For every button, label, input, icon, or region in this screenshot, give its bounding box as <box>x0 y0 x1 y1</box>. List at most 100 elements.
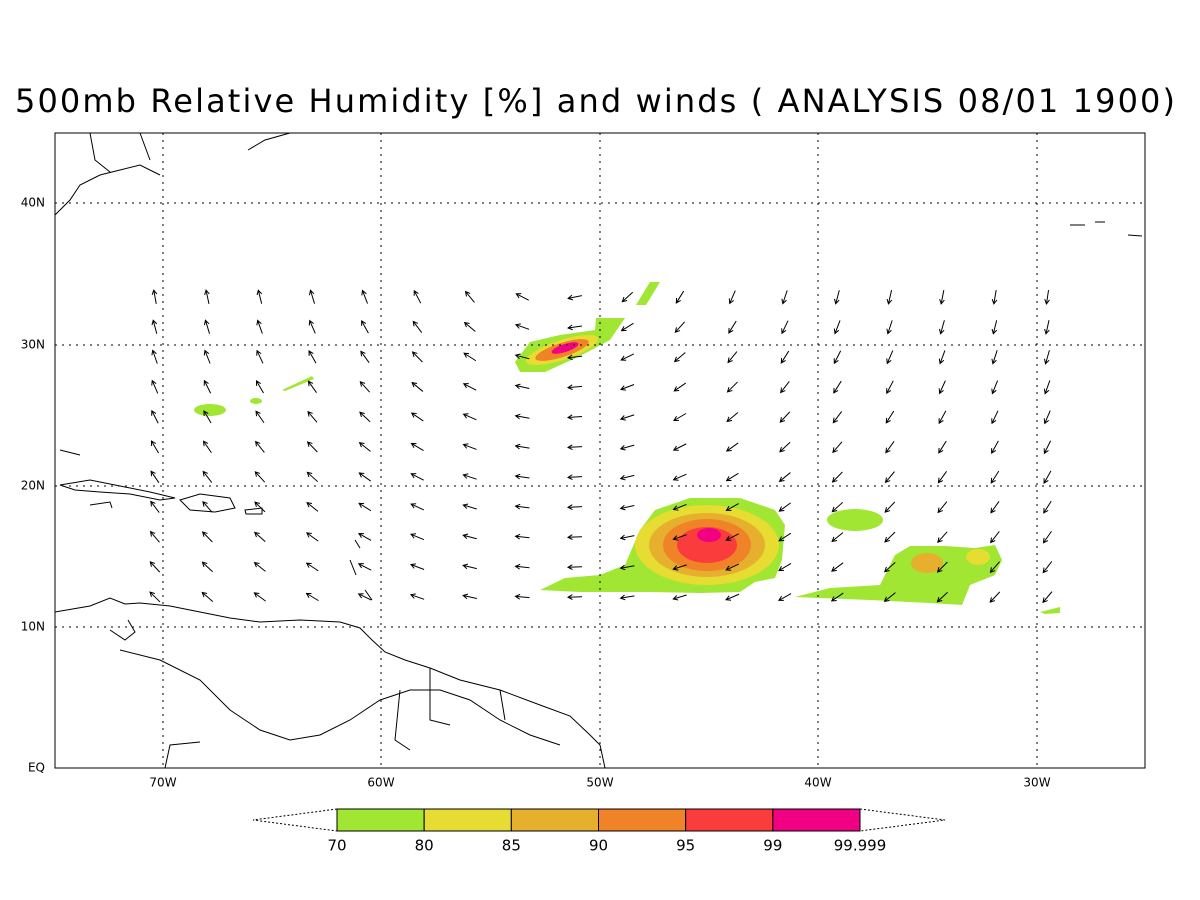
wind-arrow <box>778 502 791 512</box>
wind-arrow <box>939 290 945 305</box>
rh-70 <box>827 509 883 531</box>
wind-arrow <box>991 290 998 305</box>
wind-arrow <box>463 352 477 362</box>
wind-arrow <box>779 411 791 423</box>
wind-arrow <box>202 470 213 483</box>
wind-arrow <box>1043 380 1051 395</box>
wind-arrow <box>149 591 161 603</box>
colorbar-swatch <box>598 808 687 832</box>
wind-arrow <box>567 294 582 301</box>
wind-arrow <box>672 534 687 541</box>
wind-arrow <box>462 503 477 510</box>
wind-arrow <box>673 382 687 392</box>
humidity-shading <box>194 282 1060 614</box>
wind-arrow <box>725 442 739 452</box>
wind-arrow <box>830 592 844 602</box>
wind-arrow <box>149 561 161 573</box>
lat-label: 10N <box>21 620 45 634</box>
wind-arrow <box>566 444 583 451</box>
wind-arrow <box>514 533 530 540</box>
wind-arrow <box>991 380 999 395</box>
wind-arrow <box>567 354 583 361</box>
wind-arrow <box>305 592 319 602</box>
wind-arrow <box>462 593 477 600</box>
colorbar-swatch <box>336 808 425 832</box>
lon-label: 60W <box>367 776 394 790</box>
wind-arrow <box>1043 350 1050 365</box>
wind-arrow <box>675 290 685 304</box>
wind-arrow <box>781 290 788 305</box>
wind-arrow <box>937 501 948 514</box>
wind-arrow <box>151 289 158 304</box>
wind-arrow <box>938 320 945 335</box>
wind-arrow <box>514 443 530 450</box>
wind-arrow <box>256 319 263 334</box>
wind-arrow <box>358 502 372 512</box>
wind-arrow <box>409 563 425 570</box>
wind-arrow <box>358 472 371 482</box>
coastlines <box>54 132 1143 769</box>
wind-arrow <box>725 472 739 482</box>
wind-arrow <box>305 562 319 572</box>
wind-arrow <box>833 350 842 365</box>
wind-arrow <box>359 381 371 393</box>
wind-arrow <box>203 319 211 334</box>
wind-arrow <box>937 471 947 484</box>
wind-arrow <box>938 350 946 365</box>
wind-arrow <box>515 293 529 301</box>
wind-arrow <box>672 473 687 481</box>
coastline <box>59 449 373 601</box>
plot-frame <box>54 132 1146 769</box>
wind-arrow <box>619 414 635 421</box>
wind-arrow <box>620 353 635 361</box>
rh-70 <box>1040 607 1060 614</box>
wind-arrow <box>725 503 739 511</box>
wind-arrow <box>462 533 477 540</box>
wind-arrow <box>1043 440 1052 455</box>
wind-arrow <box>253 592 266 602</box>
wind-arrow <box>619 504 635 511</box>
wind-arrow <box>725 563 740 571</box>
wind-arrow <box>203 349 211 364</box>
wind-arrow <box>886 320 893 335</box>
wind-arrow <box>936 561 948 573</box>
wind-vectors <box>149 289 1053 604</box>
colorbar-swatch <box>685 808 774 832</box>
wind-arrow <box>412 320 423 333</box>
wind-arrow <box>462 473 477 480</box>
lat-label: 20N <box>21 479 45 493</box>
wind-arrow <box>256 349 264 364</box>
wind-arrow <box>514 323 530 330</box>
wind-arrow <box>462 413 477 421</box>
wind-arrow <box>566 384 583 391</box>
wind-arrow <box>514 563 530 570</box>
wind-arrow <box>831 501 844 513</box>
wind-arrow <box>728 290 736 305</box>
wind-arrow <box>991 410 999 425</box>
colorbar-label: 99.999 <box>834 837 887 855</box>
wind-arrow <box>567 324 583 331</box>
rh-85 <box>911 553 943 573</box>
wind-arrow <box>886 350 894 365</box>
wind-arrow <box>308 319 316 334</box>
wind-arrow <box>358 441 371 452</box>
wind-arrow <box>566 504 583 510</box>
wind-arrow <box>990 531 1000 544</box>
wind-arrow <box>1042 591 1053 604</box>
border <box>109 619 561 769</box>
wind-arrow <box>307 380 317 394</box>
wind-arrow <box>831 471 843 483</box>
wind-arrow <box>308 289 315 304</box>
wind-arrow <box>726 412 739 423</box>
wind-arrow <box>514 593 530 600</box>
colorbar-label: 90 <box>589 837 608 855</box>
wind-arrow <box>832 411 843 424</box>
wind-arrow <box>409 593 425 600</box>
lat-label: 30N <box>21 338 45 352</box>
lat-label: 40N <box>21 196 45 210</box>
wind-arrow <box>150 440 160 454</box>
wind-arrow <box>725 593 740 601</box>
wind-arrow <box>410 503 425 511</box>
wind-arrow <box>253 561 266 572</box>
